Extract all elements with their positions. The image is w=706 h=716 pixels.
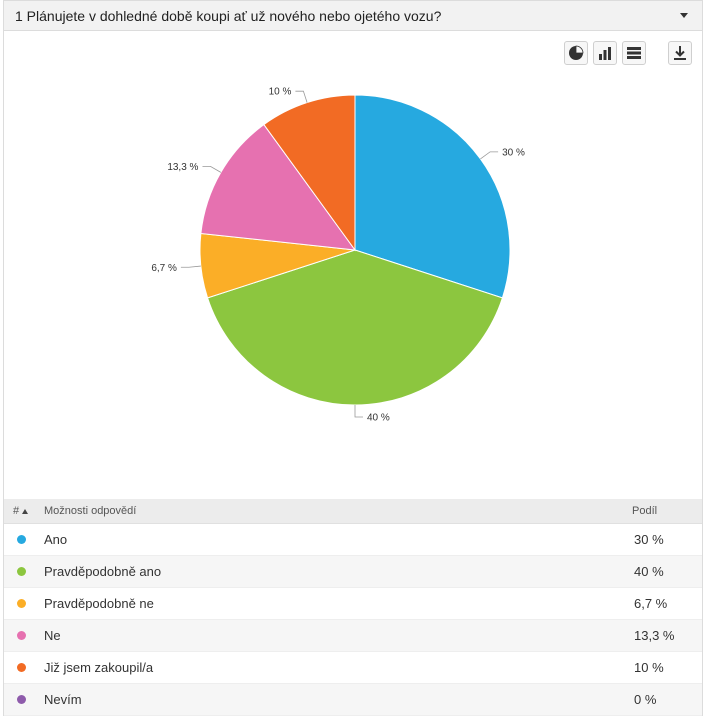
row-label: Již jsem zakoupil/a: [44, 660, 154, 675]
label-connector: [480, 151, 499, 160]
slice-data-label: 13,3 %: [167, 162, 198, 173]
series-color-dot: [17, 535, 26, 544]
row-value: 0 %: [634, 692, 657, 707]
slice-data-label: 6,7 %: [151, 263, 177, 274]
bar-chart-icon[interactable]: [593, 41, 617, 65]
pie-chart-icon[interactable]: [564, 41, 588, 65]
pie-slice[interactable]: [200, 123, 357, 251]
chevron-down-icon[interactable]: [680, 13, 688, 18]
table-row: Pravděpodobně ne 6,7 %: [4, 588, 702, 620]
question-title: 1 Plánujete v dohledné době koupi ať už …: [15, 7, 442, 24]
series-color-dot: [17, 663, 26, 672]
row-value: 6,7 %: [634, 596, 668, 611]
table-row: Nevím 0 %: [4, 684, 702, 716]
series-color-dot: [17, 599, 26, 608]
row-label: Pravděpodobně ano: [44, 564, 162, 579]
table-view-icon[interactable]: [622, 41, 646, 65]
row-label: Nevím: [44, 692, 82, 707]
question-panel: 1 Plánujete v dohledné době koupi ať už …: [3, 0, 703, 716]
label-connector: [354, 405, 363, 418]
download-icon[interactable]: [668, 41, 692, 65]
answers-table: # Možnosti odpovědí Podíl Ano 30 % Pravd…: [4, 499, 702, 716]
label-connector: [202, 165, 222, 173]
table-row: Ne 13,3 %: [4, 620, 702, 652]
row-value: 30 %: [634, 532, 664, 547]
table-header: # Možnosti odpovědí Podíl: [4, 499, 702, 524]
column-option-header: Možnosti odpovědí: [44, 505, 137, 517]
label-connector: [295, 90, 308, 103]
slice-data-label: 40 %: [367, 413, 390, 424]
series-color-dot: [17, 631, 26, 640]
slice-data-label: 10 %: [269, 87, 292, 98]
pie-chart: 30 % 40 % 6,7 % 13,3 % 10 %: [151, 87, 525, 424]
series-color-dot: [17, 695, 26, 704]
sort-asc-icon[interactable]: [22, 508, 29, 514]
row-value: 40 %: [634, 564, 664, 579]
table-row: Pravděpodobně ano 40 %: [4, 556, 702, 588]
chart-area: 30 % 40 % 6,7 % 13,3 % 10 %: [4, 31, 702, 499]
table-row: Již jsem zakoupil/a 10 %: [4, 652, 702, 684]
slice-data-label: 30 %: [502, 147, 525, 158]
column-number-header[interactable]: #: [4, 505, 44, 517]
row-label: Pravděpodobně ne: [44, 596, 154, 611]
table-row: Ano 30 %: [4, 524, 702, 556]
row-label: Ano: [44, 532, 68, 547]
row-label: Ne: [44, 628, 61, 643]
question-header[interactable]: 1 Plánujete v dohledné době koupi ať už …: [4, 1, 702, 31]
series-color-dot: [17, 567, 26, 576]
label-connector: [180, 265, 201, 268]
row-value: 13,3 %: [634, 628, 675, 643]
column-share-header: Podíl: [632, 505, 658, 517]
row-value: 10 %: [634, 660, 664, 675]
pie-slice[interactable]: [354, 94, 511, 299]
